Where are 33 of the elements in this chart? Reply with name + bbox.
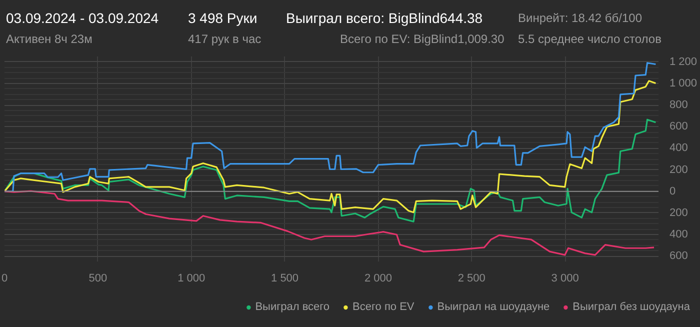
- y-tick-label: 0: [670, 185, 676, 198]
- legend-label: Всего по EV: [352, 301, 414, 313]
- line-series: [4, 118, 656, 222]
- y-tick-label: 1 200: [670, 56, 698, 68]
- y-tick-label: 600: [670, 120, 688, 133]
- x-tick-label: 2 000: [364, 272, 392, 284]
- text: Выиграл всего: BigBlind644.38: [286, 9, 483, 28]
- y-tick-label: 400: [670, 228, 688, 241]
- line-series: [4, 190, 655, 256]
- x-tick-label: 2 500: [458, 272, 486, 284]
- line-series: [4, 62, 656, 192]
- y-tick-label: 1 000: [670, 77, 698, 90]
- legend-label: Выиграл без шоудауна: [572, 301, 690, 313]
- legend-label: Выиграл всего: [255, 301, 330, 313]
- text: Всего по EV: BigBlind1,009.30: [340, 31, 504, 48]
- text: 3 498 Руки: [188, 9, 258, 28]
- x-tick-label: 0: [1, 272, 8, 284]
- x-tick-label: 500: [88, 272, 108, 284]
- y-tick-label: 800: [670, 99, 688, 112]
- x-tick-label: 3 000: [551, 272, 579, 284]
- y-tick-label: 400: [670, 142, 688, 154]
- y-tick-label: 600: [670, 250, 688, 262]
- x-tick-label: 1 500: [271, 272, 299, 284]
- y-tick-label: 200: [670, 164, 688, 176]
- x-tick-label: 1 000: [178, 272, 206, 284]
- chart-subtitle: Активен 8ч 23м: [6, 31, 92, 48]
- y-tick-label: 200: [670, 206, 688, 219]
- chart-title: 03.09.2024 - 03.09.2024: [6, 9, 159, 28]
- line-series: [4, 80, 656, 214]
- legend-label: Выиграл на шоудауне: [437, 301, 550, 313]
- text: 5.5 среднее число столов: [518, 31, 662, 48]
- text: Винрейт: 18.42 бб/100: [518, 10, 642, 27]
- text: 417 рук в час: [188, 31, 262, 48]
